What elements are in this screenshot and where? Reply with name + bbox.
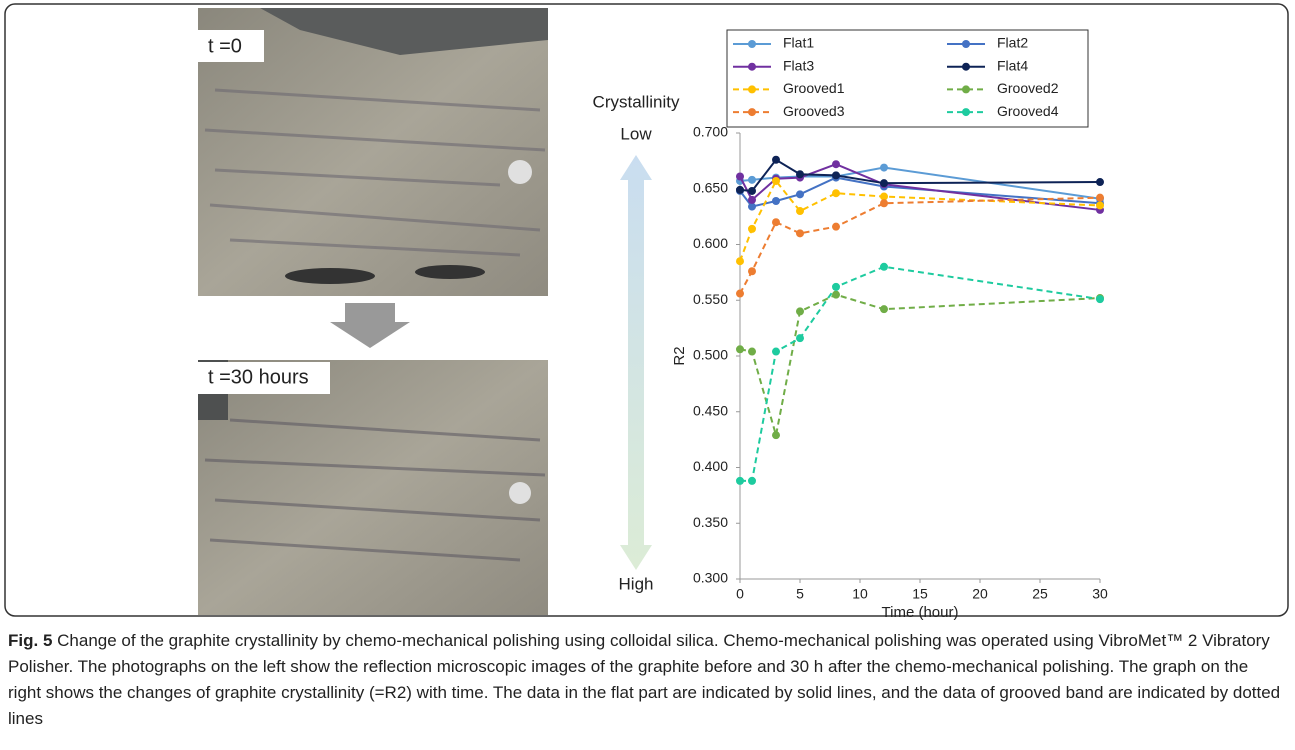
photo-bottom bbox=[198, 360, 548, 615]
data-point bbox=[880, 164, 888, 172]
data-point bbox=[748, 267, 756, 275]
legend-label: Grooved1 bbox=[783, 80, 845, 96]
data-point bbox=[832, 160, 840, 168]
data-point bbox=[796, 229, 804, 237]
legend-marker bbox=[962, 108, 970, 116]
data-point bbox=[772, 156, 780, 164]
data-point bbox=[772, 177, 780, 185]
data-point bbox=[796, 190, 804, 198]
data-point bbox=[748, 196, 756, 204]
data-point bbox=[796, 207, 804, 215]
legend-marker bbox=[962, 85, 970, 93]
data-point bbox=[832, 283, 840, 291]
x-tick-label: 10 bbox=[852, 586, 868, 602]
data-point bbox=[796, 170, 804, 178]
series-line bbox=[740, 267, 1100, 481]
y-axis-label: R2 bbox=[671, 346, 688, 365]
legend-label: Flat3 bbox=[783, 57, 814, 73]
data-point bbox=[748, 348, 756, 356]
y-tick-label: 0.600 bbox=[693, 235, 728, 251]
data-point bbox=[772, 431, 780, 439]
x-tick-label: 0 bbox=[736, 586, 744, 602]
data-point bbox=[748, 187, 756, 195]
legend-label: Flat1 bbox=[783, 35, 814, 51]
y-tick-label: 0.650 bbox=[693, 179, 728, 195]
x-tick-label: 25 bbox=[1032, 586, 1048, 602]
legend-label: Grooved4 bbox=[997, 103, 1059, 119]
y-tick-label: 0.450 bbox=[693, 402, 728, 418]
data-point bbox=[832, 291, 840, 299]
y-tick-label: 0.300 bbox=[693, 570, 728, 586]
data-point bbox=[736, 290, 744, 298]
data-point bbox=[736, 172, 744, 180]
data-point bbox=[796, 307, 804, 315]
scale-top: Low bbox=[620, 124, 652, 143]
data-point bbox=[832, 223, 840, 231]
legend-label: Grooved2 bbox=[997, 80, 1059, 96]
data-point bbox=[832, 171, 840, 179]
y-tick-label: 0.700 bbox=[693, 124, 728, 140]
data-point bbox=[772, 218, 780, 226]
series-line bbox=[740, 181, 1100, 261]
data-point bbox=[748, 225, 756, 233]
data-point bbox=[736, 345, 744, 353]
legend-label: Grooved3 bbox=[783, 103, 845, 119]
data-point bbox=[1096, 201, 1104, 209]
x-tick-label: 30 bbox=[1092, 586, 1108, 602]
x-tick-label: 15 bbox=[912, 586, 928, 602]
y-tick-label: 0.400 bbox=[693, 458, 728, 474]
photo-label: t =0 bbox=[208, 35, 242, 57]
data-point bbox=[880, 179, 888, 187]
legend-marker bbox=[962, 40, 970, 48]
page: t =0 t =30 hours Crystallinity Low High … bbox=[0, 0, 1295, 750]
data-point bbox=[748, 477, 756, 485]
data-point bbox=[736, 186, 744, 194]
legend-marker bbox=[962, 63, 970, 71]
scale-title: Crystallinity bbox=[593, 92, 680, 111]
data-point bbox=[880, 199, 888, 207]
caption-text: Change of the graphite crystallinity by … bbox=[8, 631, 1280, 728]
data-point bbox=[736, 477, 744, 485]
data-point bbox=[796, 334, 804, 342]
scale-arrow bbox=[620, 155, 652, 570]
legend-marker bbox=[748, 85, 756, 93]
photo-top bbox=[198, 8, 548, 296]
scale-bottom: High bbox=[619, 574, 654, 593]
legend-marker bbox=[748, 63, 756, 71]
legend-label: Flat4 bbox=[997, 57, 1028, 73]
series-line bbox=[740, 160, 1100, 191]
caption-label: Fig. 5 bbox=[8, 631, 52, 650]
legend-marker bbox=[748, 40, 756, 48]
legend-marker bbox=[748, 108, 756, 116]
down-arrow bbox=[330, 303, 410, 348]
data-point bbox=[772, 197, 780, 205]
data-point bbox=[880, 263, 888, 271]
data-point bbox=[880, 305, 888, 313]
series-line bbox=[740, 198, 1100, 294]
data-point bbox=[1096, 295, 1104, 303]
y-tick-label: 0.550 bbox=[693, 291, 728, 307]
y-tick-label: 0.500 bbox=[693, 347, 728, 363]
data-point bbox=[772, 348, 780, 356]
data-point bbox=[748, 176, 756, 184]
data-point bbox=[1096, 178, 1104, 186]
data-point bbox=[1096, 194, 1104, 202]
caption: Fig. 5 Change of the graphite crystallin… bbox=[8, 628, 1283, 732]
photo-label: t =30 hours bbox=[208, 366, 309, 388]
data-point bbox=[832, 189, 840, 197]
y-tick-label: 0.350 bbox=[693, 514, 728, 530]
legend-label: Flat2 bbox=[997, 35, 1028, 51]
x-tick-label: 5 bbox=[796, 586, 804, 602]
x-tick-label: 20 bbox=[972, 586, 988, 602]
data-point bbox=[736, 257, 744, 265]
series-line bbox=[740, 295, 1100, 435]
figure: t =0 t =30 hours Crystallinity Low High … bbox=[0, 0, 1295, 625]
x-axis-label: Time (hour) bbox=[882, 604, 959, 621]
